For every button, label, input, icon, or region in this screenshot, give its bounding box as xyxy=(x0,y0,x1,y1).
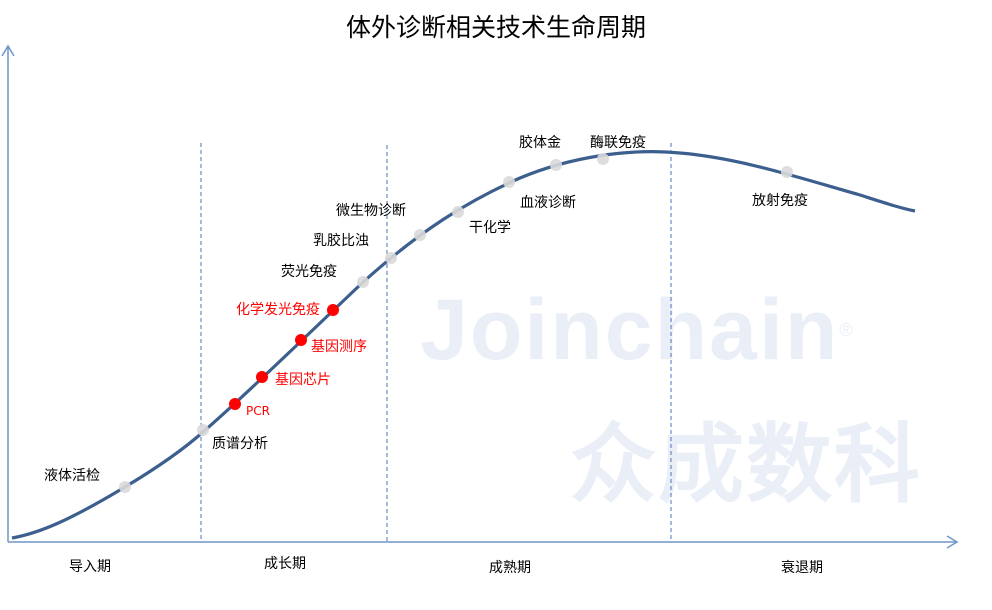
tech-point: 微生物诊断 xyxy=(336,203,426,241)
chart-title: 体外诊断相关技术生命周期 xyxy=(345,13,646,42)
y-axis-arrow-icon xyxy=(1,44,15,57)
tech-dot xyxy=(414,229,426,241)
tech-label: 放射免疫 xyxy=(752,193,808,209)
tech-point: 质谱分析 xyxy=(197,424,268,452)
watermark-registered: ® xyxy=(839,320,855,340)
tech-point: 胶体金 xyxy=(519,134,562,171)
axes xyxy=(1,44,959,549)
tech-dot xyxy=(357,276,369,288)
tech-dot xyxy=(385,252,397,264)
tech-point: 基因测序 xyxy=(295,334,367,355)
tech-label: 微生物诊断 xyxy=(336,203,406,219)
tech-dot xyxy=(256,371,268,383)
tech-dot xyxy=(295,334,307,346)
phase-label: 成长期 xyxy=(264,556,306,572)
tech-label: 酶联免疫 xyxy=(590,135,646,151)
lifecycle-curve xyxy=(11,150,916,540)
tech-point: 液体活检 xyxy=(44,468,131,493)
tech-dot xyxy=(229,398,241,410)
tech-label: 荧光免疫 xyxy=(281,263,337,280)
watermark-cn: 众成数科 xyxy=(570,417,922,513)
tech-label: 基因芯片 xyxy=(275,371,331,388)
tech-point: PCR xyxy=(229,398,270,418)
tech-point: 干化学 xyxy=(452,206,511,236)
tech-dot xyxy=(452,206,464,218)
tech-point: 乳胶比浊 xyxy=(313,232,397,264)
tech-point: 荧光免疫 xyxy=(281,263,369,288)
tech-label: 干化学 xyxy=(469,220,511,236)
tech-point: 酶联免疫 xyxy=(590,135,646,165)
tech-point: 血液诊断 xyxy=(503,176,576,211)
tech-dot xyxy=(781,166,793,178)
tech-label: 胶体金 xyxy=(519,134,561,151)
tech-dot xyxy=(597,153,609,165)
phase-label: 衰退期 xyxy=(781,559,823,576)
tech-point: 基因芯片 xyxy=(256,371,331,388)
watermark-brand-block: Joinchain® xyxy=(420,285,855,375)
phase-label: 导入期 xyxy=(69,559,111,575)
tech-label: 血液诊断 xyxy=(520,195,576,211)
tech-label: 基因测序 xyxy=(311,338,367,355)
tech-label: 化学发光免疫 xyxy=(236,302,320,318)
tech-dot xyxy=(550,159,562,171)
tech-label: PCR xyxy=(246,404,270,418)
tech-label: 质谱分析 xyxy=(212,436,268,452)
tech-dot xyxy=(197,424,209,436)
tech-dot xyxy=(119,481,131,493)
tech-label: 液体活检 xyxy=(44,468,100,484)
tech-label: 乳胶比浊 xyxy=(313,232,369,249)
tech-point: 化学发光免疫 xyxy=(236,302,339,318)
tech-dot xyxy=(503,176,515,188)
watermark-brand: Joinchain xyxy=(420,282,840,378)
tech-dot xyxy=(327,304,339,316)
tech-point: 放射免疫 xyxy=(752,166,808,209)
x-axis-arrow-icon xyxy=(946,535,959,549)
phase-label: 成熟期 xyxy=(489,560,531,576)
